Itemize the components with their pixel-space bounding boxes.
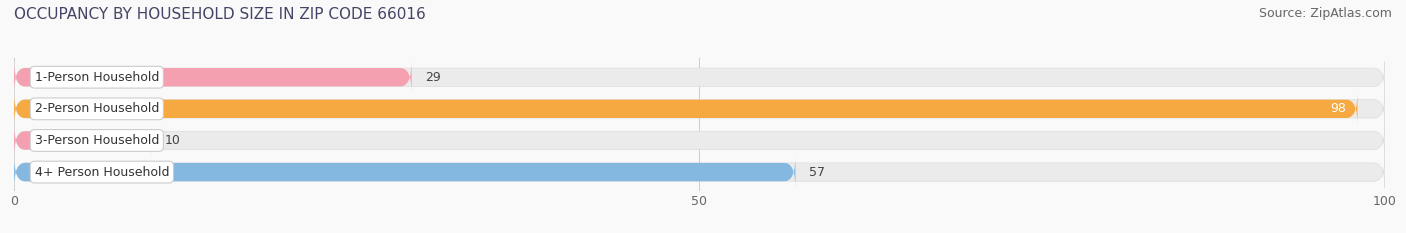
Text: 10: 10 <box>165 134 181 147</box>
FancyBboxPatch shape <box>14 93 1358 125</box>
Text: 98: 98 <box>1330 102 1347 115</box>
FancyBboxPatch shape <box>14 124 152 157</box>
FancyBboxPatch shape <box>14 93 1385 125</box>
FancyBboxPatch shape <box>14 156 1385 188</box>
Text: Source: ZipAtlas.com: Source: ZipAtlas.com <box>1258 7 1392 20</box>
Text: 57: 57 <box>810 166 825 178</box>
Text: OCCUPANCY BY HOUSEHOLD SIZE IN ZIP CODE 66016: OCCUPANCY BY HOUSEHOLD SIZE IN ZIP CODE … <box>14 7 426 22</box>
Text: 29: 29 <box>425 71 441 84</box>
Text: 2-Person Household: 2-Person Household <box>35 102 159 115</box>
FancyBboxPatch shape <box>14 61 412 93</box>
Text: 1-Person Household: 1-Person Household <box>35 71 159 84</box>
Text: 4+ Person Household: 4+ Person Household <box>35 166 169 178</box>
FancyBboxPatch shape <box>14 61 1385 93</box>
Text: 3-Person Household: 3-Person Household <box>35 134 159 147</box>
FancyBboxPatch shape <box>14 156 796 188</box>
FancyBboxPatch shape <box>14 124 1385 157</box>
